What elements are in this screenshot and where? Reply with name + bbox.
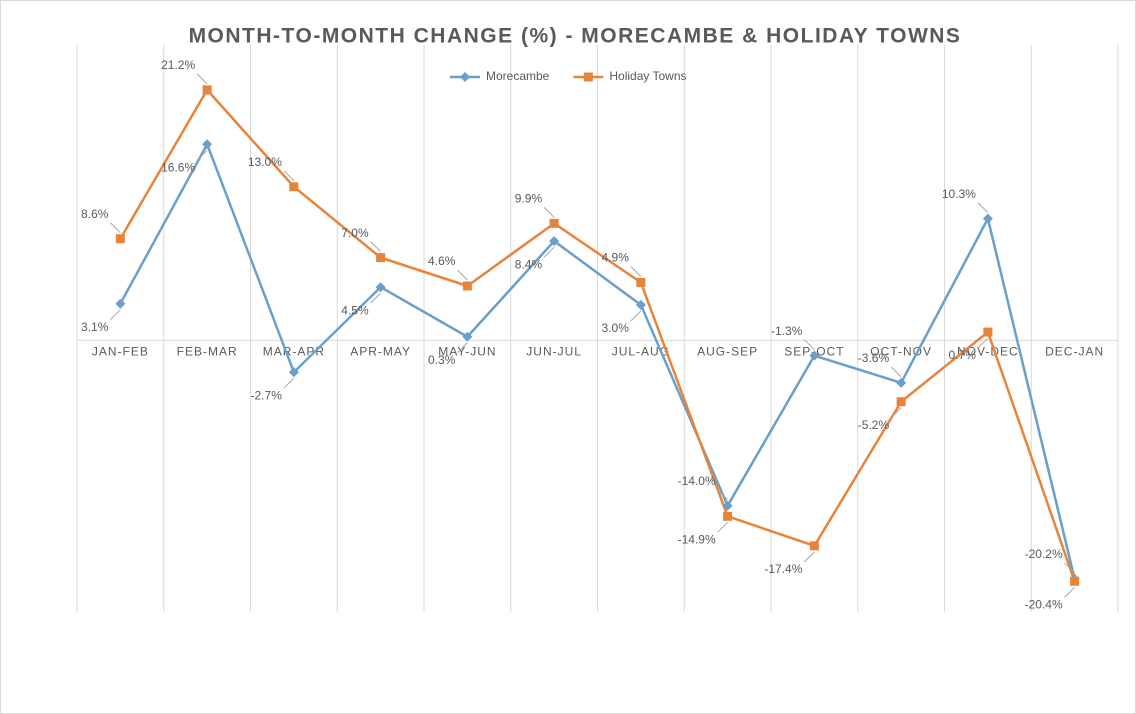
x-tick-label: AUG-SEP [697,344,758,358]
leader-line [717,521,728,533]
data-label: 4.5% [341,303,369,317]
legend-label: Morecambe [486,69,550,83]
leader-line [890,407,902,419]
data-label: -17.4% [764,562,802,576]
point [896,377,907,388]
point [202,139,213,150]
leader-line [283,377,295,389]
leader-line [630,310,642,322]
point [288,367,299,378]
legend-label: Holiday Towns [609,69,686,83]
leader-line [196,149,208,161]
leader-line [1064,562,1075,574]
point [809,350,820,361]
leader-line [630,266,642,277]
data-label: 10.3% [942,187,976,201]
data-label: 16.6% [161,160,195,174]
point [636,277,646,287]
data-label: -14.9% [678,532,716,546]
x-tick-label: FEB-MAR [177,344,238,358]
point [1070,576,1080,586]
point [809,541,819,551]
leader-line [804,339,815,351]
point [462,281,472,291]
point [115,234,125,244]
leader-line [110,222,121,234]
point [376,253,386,263]
data-label: 13.0% [248,155,282,169]
data-label: -2.7% [251,388,283,402]
point [896,397,906,407]
series-line [119,87,1076,582]
leader-line [717,489,728,501]
point [549,218,559,228]
leader-line [543,207,555,218]
leader-line [1064,586,1075,598]
data-label: 7.0% [341,226,369,240]
leader-line [370,241,381,252]
data-label: 21.2% [161,58,195,72]
leader-line [977,337,989,349]
point [983,327,993,337]
leader-line [283,170,295,182]
x-tick-label: MAR-APR [263,344,325,358]
point [723,511,733,521]
data-label: 0.7% [949,348,977,362]
leader-line [977,202,989,213]
leader-line [804,551,815,563]
x-tick-label: APR-MAY [350,344,411,358]
data-label: -5.2% [858,418,890,432]
series-line [119,141,1076,580]
leader-line [457,342,468,354]
data-label: -3.6% [858,351,890,365]
leader-line [196,73,208,85]
data-label: -20.2% [1025,547,1063,561]
x-tick-label: NOV-DEC [957,344,1019,358]
point [583,72,593,82]
data-label: -14.0% [678,474,716,488]
data-label: 4.6% [428,254,456,268]
point [462,331,473,342]
point [635,299,646,310]
x-tick-label: MAY-JUN [438,344,496,358]
point [289,182,299,192]
x-tick-label: JUN-JUL [526,344,582,358]
point [549,236,560,247]
data-label: 3.1% [81,320,109,334]
x-tick-label: DEC-JAN [1045,344,1104,358]
point [115,298,126,309]
x-tick-label: JAN-FEB [92,344,149,358]
chart-title: MONTH-TO-MONTH CHANGE (%) - MORECAMBE & … [189,25,962,48]
data-label: 8.4% [515,257,543,271]
point [375,282,386,293]
leader-line [370,292,381,304]
point [722,500,733,511]
data-label: 3.0% [602,321,630,335]
data-label: -1.3% [771,324,803,338]
data-label: 0.3% [428,353,456,367]
data-label: 9.9% [515,192,543,206]
leader-line [890,366,902,378]
leader-line [543,246,555,258]
data-label: 8.6% [81,207,109,221]
point [202,85,212,95]
leader-line [457,269,468,281]
leader-line [110,309,121,321]
point [460,72,470,82]
data-label: 4.9% [602,251,630,265]
x-tick-label: JUL-AUG [612,344,670,358]
data-label: -20.4% [1025,597,1063,611]
point [982,213,993,224]
